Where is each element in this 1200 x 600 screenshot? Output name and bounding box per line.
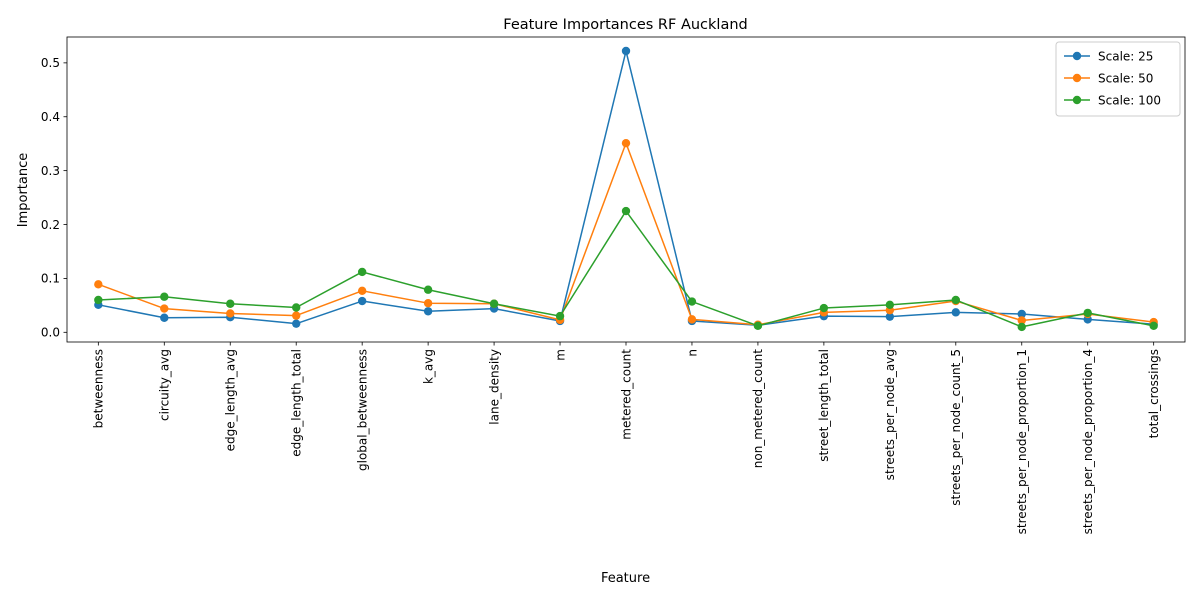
legend: Scale: 25 Scale: 50 Scale: 100 (1055, 41, 1181, 117)
data-point (160, 313, 169, 322)
legend-label: Scale: 100 (1098, 93, 1161, 107)
data-point (1017, 309, 1026, 319)
data-point (1149, 321, 1158, 331)
x-tick-label: metered_count (619, 349, 633, 440)
x-tick-label: m (553, 349, 567, 361)
data-point (1017, 316, 1026, 325)
y-tick-label: 0.5 (41, 56, 60, 70)
x-tick-label: total_crossings (1147, 349, 1161, 438)
data-point (357, 296, 367, 306)
data-point (555, 311, 565, 321)
x-tick-label: n (685, 349, 699, 357)
data-point (1083, 308, 1092, 318)
data-point (94, 280, 103, 289)
data-point (621, 138, 631, 148)
data-point (357, 267, 367, 277)
data-point (687, 297, 697, 306)
y-tick-label: 0.2 (41, 218, 60, 232)
x-axis-label: Feature (601, 571, 650, 586)
data-point (951, 308, 960, 317)
x-tick-label: streets_per_node_avg (883, 349, 897, 480)
x-tick-label: non_metered_count (751, 349, 765, 469)
x-tick-label: street_length_total (817, 349, 831, 462)
x-tick-label: k_avg (421, 349, 435, 384)
y-tick-label: 0.3 (41, 164, 60, 178)
data-point (226, 299, 235, 308)
data-point (489, 299, 499, 308)
data-point (753, 321, 763, 331)
data-point (160, 304, 169, 313)
legend-box (1055, 41, 1181, 117)
legend-marker (1072, 73, 1082, 83)
data-point (951, 295, 960, 305)
data-point (885, 312, 895, 321)
data-point (687, 315, 697, 324)
data-point (292, 319, 301, 328)
legend-label: Scale: 25 (1098, 49, 1153, 63)
data-point (226, 309, 235, 318)
y-axis-label: Importance (16, 153, 31, 228)
data-point (94, 295, 103, 305)
x-tick-label: circuity_avg (158, 349, 172, 421)
chart-title: Feature Importances RF Auckland (503, 17, 747, 33)
x-tick-label: edge_length_total (290, 349, 304, 457)
y-tick-label: 0.1 (41, 272, 60, 286)
x-tick-label: streets_per_node_proportion_1 (1015, 349, 1029, 534)
legend-entry: Scale: 50 (1064, 71, 1153, 85)
x-tick-label: betweenness (92, 349, 106, 428)
legend-marker (1072, 51, 1082, 61)
x-tick-label: lane_density (487, 349, 501, 425)
x-tick-label: streets_per_node_proportion_4 (1081, 349, 1095, 534)
data-point (292, 311, 301, 320)
data-point (1017, 322, 1026, 332)
legend-label: Scale: 50 (1098, 71, 1153, 85)
data-point (357, 286, 367, 296)
data-point (423, 307, 433, 316)
data-point (292, 303, 301, 312)
data-point (423, 299, 433, 308)
y-tick-label: 0.0 (41, 326, 60, 340)
series-3 (94, 206, 1158, 332)
legend-marker (1072, 95, 1082, 105)
x-tick-label: edge_length_avg (224, 349, 238, 451)
data-point (160, 292, 169, 301)
legend-entry: Scale: 100 (1064, 93, 1161, 107)
data-point (819, 303, 829, 313)
y-tick-label: 0.4 (41, 110, 60, 124)
data-point (423, 285, 433, 294)
legend-entry: Scale: 25 (1064, 49, 1153, 63)
x-tick-label: streets_per_node_count_5 (949, 349, 963, 506)
plot-area: 0.0 0.1 0.2 0.3 0.4 0.5 betweenness circuity_av… (41, 36, 1186, 534)
x-tick-label: global_betweenness (355, 349, 369, 471)
data-point (621, 46, 631, 56)
data-point (621, 206, 631, 216)
data-point (885, 300, 895, 310)
